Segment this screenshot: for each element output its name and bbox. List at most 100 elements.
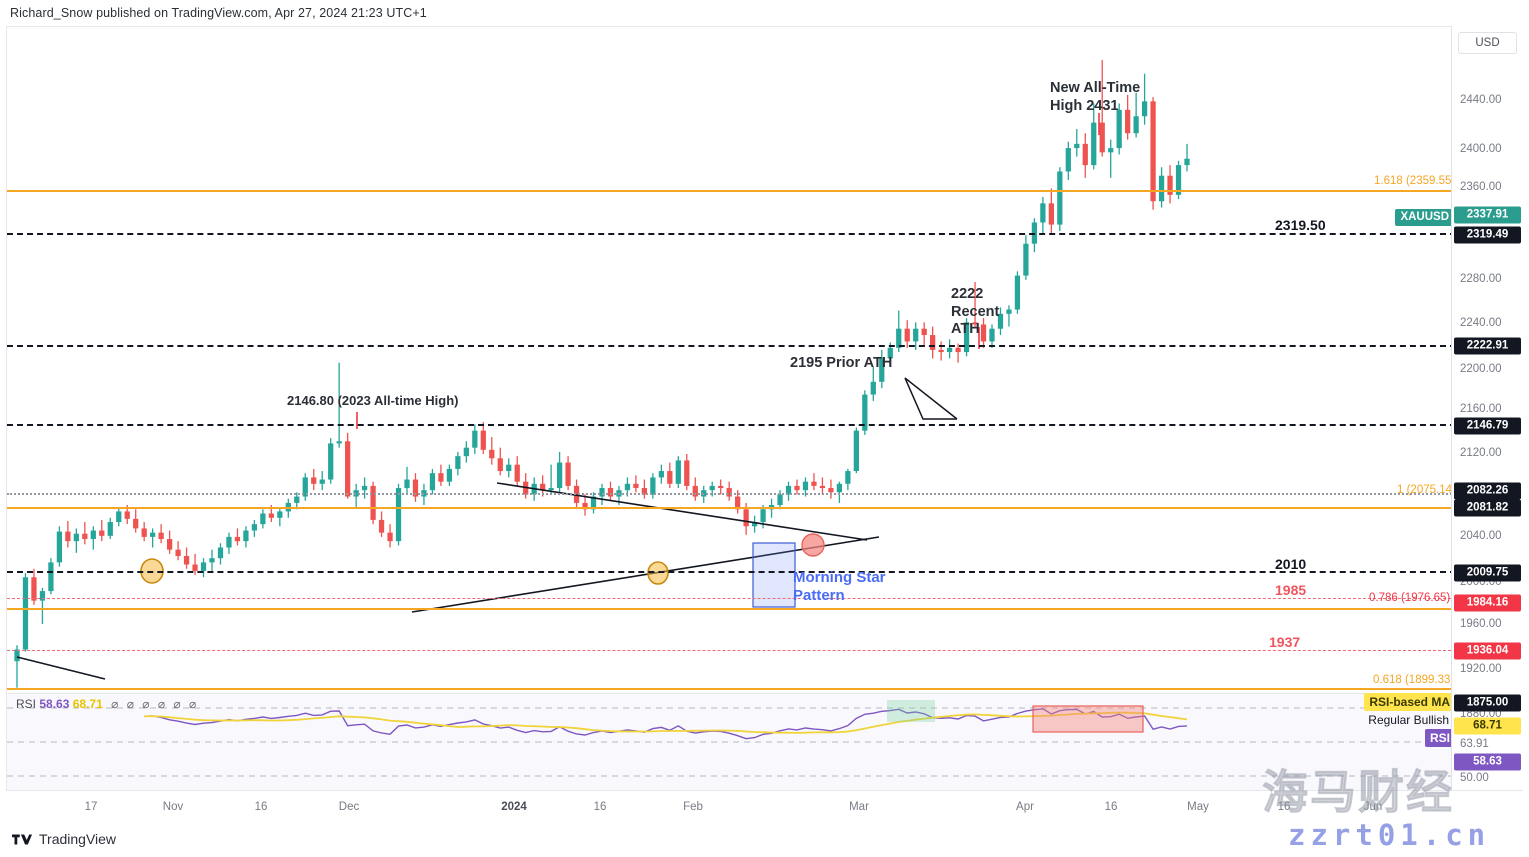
price-pill: 2081.82 xyxy=(1454,499,1521,517)
time-label: 17 xyxy=(84,801,98,813)
new-ath-note: New All-Time High 2431 xyxy=(1050,80,1141,114)
price-pill: 1875.00 xyxy=(1454,694,1521,712)
price-plot-area[interactable]: New All-Time High 2431 2222 Recent ATH 219… xyxy=(7,27,1456,692)
level-1985: 1985 xyxy=(1275,582,1307,598)
time-label: 16 xyxy=(1277,801,1291,813)
price-tick: 2360.00 xyxy=(1460,181,1502,193)
level-2319-line xyxy=(7,233,1456,235)
trendline-flag-upper xyxy=(904,377,958,420)
time-label: Apr xyxy=(1016,801,1034,813)
tradingview-logo[interactable]: TradingView xyxy=(12,831,116,847)
rsi-readouts: RSI-based MA Regular Bullish RSI xyxy=(1305,693,1455,747)
chart-frame xyxy=(6,26,1523,826)
level-2222-line xyxy=(7,345,1456,347)
rsi-readout-row: RSI-based MA xyxy=(1305,693,1455,711)
trendline-early xyxy=(16,656,106,680)
rsi-legend-name: RSI xyxy=(16,697,37,711)
rsi-legend: RSI 58.63 68.71 ⌀ ⌀ ⌀ ⌀ ⌀ ⌀ xyxy=(16,697,196,711)
rsi-ma-line xyxy=(144,711,1188,734)
time-label: 16 xyxy=(254,801,268,813)
ath-2146-note: 2146.80 (2023 All-time High) xyxy=(287,393,459,408)
price-tick: 2440.00 xyxy=(1460,94,1502,106)
fib-0786: 0.786 (1976.65) xyxy=(1369,592,1451,604)
price-pill: 1984.16 xyxy=(1454,594,1521,612)
price-tick: 2200.00 xyxy=(1460,363,1502,375)
time-label: 16 xyxy=(593,801,607,813)
rsi-pane[interactable] xyxy=(7,693,1456,791)
rsi-readout-row: Regular Bullish xyxy=(1305,711,1455,729)
rsi-green-zone xyxy=(887,700,935,722)
marker-circle-mid xyxy=(647,561,669,585)
price-tick: 1960.00 xyxy=(1460,618,1502,630)
fib-0618-line xyxy=(7,688,1456,690)
time-label: 2024 xyxy=(501,801,527,813)
publication-line: Richard_Snow published on TradingView.co… xyxy=(10,6,427,20)
fib-1000: 1 (2075.14) xyxy=(1397,484,1456,496)
trendline-flag-lower xyxy=(904,377,957,420)
level-2010-line xyxy=(7,571,1456,573)
rsi-null-4: ⌀ xyxy=(173,697,181,711)
rsi-tick: 63.91 xyxy=(1460,738,1489,750)
time-label: Dec xyxy=(338,801,360,813)
price-pill: 68.71 xyxy=(1454,717,1521,735)
symbol-badge-ticker: XAUUSD xyxy=(1400,211,1449,223)
rsi-label: RSI xyxy=(1424,729,1455,747)
price-pill: 2146.79 xyxy=(1454,417,1521,435)
morning-star-label: Morning Star Pattern xyxy=(793,569,886,604)
tradingview-mark-icon xyxy=(12,834,32,844)
level-2319: 2319.50 xyxy=(1275,217,1326,233)
price-tick: 2120.00 xyxy=(1460,447,1502,459)
symbol-badge[interactable]: XAUUSD xyxy=(1395,209,1454,226)
rsi-legend-value: 58.63 xyxy=(39,697,70,711)
rsi-null-2: ⌀ xyxy=(142,697,150,711)
rsi-divergence-label: Regular Bullish xyxy=(1368,713,1449,727)
price-tick: 2400.00 xyxy=(1460,143,1502,155)
price-tick: 2160.00 xyxy=(1460,403,1502,415)
price-pill: 2222.91 xyxy=(1454,337,1521,355)
time-label: 16 xyxy=(1104,801,1118,813)
level-1937: 1937 xyxy=(1269,634,1301,650)
time-label: Jun xyxy=(1363,801,1383,813)
level-1937-line xyxy=(7,650,1456,651)
watermark-url: zzrt01.cn xyxy=(1288,818,1491,852)
price-pill: 2337.91 xyxy=(1454,206,1521,224)
price-axis[interactable]: USD 2440.00 2400.00 2360.00 2280.00 2240.00 2… xyxy=(1451,26,1523,826)
rsi-null-0: ⌀ xyxy=(111,697,119,711)
currency-selector[interactable]: USD xyxy=(1458,32,1517,54)
rsi-null-1: ⌀ xyxy=(126,697,134,711)
price-tick: 2040.00 xyxy=(1460,530,1502,542)
recent-ath-note: 2222 Recent ATH xyxy=(951,286,1000,338)
level-1985-line xyxy=(7,598,1456,599)
time-label: Mar xyxy=(849,801,869,813)
marker-circle-breakout xyxy=(801,533,825,557)
prior-ath-note: 2195 Prior ATH xyxy=(790,355,893,371)
level-2010: 2010 xyxy=(1275,556,1307,572)
trendline-lower xyxy=(411,536,880,613)
price-pill: 2082.26 xyxy=(1454,482,1521,500)
fib-1618: 1.618 (2359.55) xyxy=(1374,175,1456,187)
fib-0618: 0.618 (1899.33) xyxy=(1373,674,1455,686)
rsi-null-3: ⌀ xyxy=(157,697,166,711)
time-axis[interactable]: 17 Nov 16 Dec 2024 16 Feb Mar Apr 16 May 16 Jun xyxy=(6,790,1523,826)
trendline-upper xyxy=(496,482,868,541)
drawings-overlay xyxy=(16,113,1100,680)
time-label: Nov xyxy=(162,801,184,813)
rsi-divergence-box xyxy=(1032,705,1144,733)
price-tick: 2280.00 xyxy=(1460,273,1502,285)
watermark-chinese: 海马财经 xyxy=(1262,765,1454,820)
rsi-ma-label: RSI-based MA xyxy=(1364,693,1455,711)
rsi-null-5: ⌀ xyxy=(189,697,197,711)
rsi-tick: 50.00 xyxy=(1460,772,1489,784)
price-tick: 1920.00 xyxy=(1460,663,1502,675)
tradingview-brand-label: TradingView xyxy=(39,831,117,847)
price-pill: 58.63 xyxy=(1454,753,1521,771)
price-pill: 1936.04 xyxy=(1454,642,1521,660)
rsi-line xyxy=(144,708,1188,740)
fib-0786-line xyxy=(7,608,1456,610)
rsi-legend-ma-value: 68.71 xyxy=(72,697,103,711)
level-2146-line xyxy=(7,424,1456,426)
time-label: Feb xyxy=(683,801,703,813)
price-tick: 2240.00 xyxy=(1460,317,1502,329)
level-2081-line xyxy=(7,507,1456,509)
morning-star-box xyxy=(752,542,796,608)
